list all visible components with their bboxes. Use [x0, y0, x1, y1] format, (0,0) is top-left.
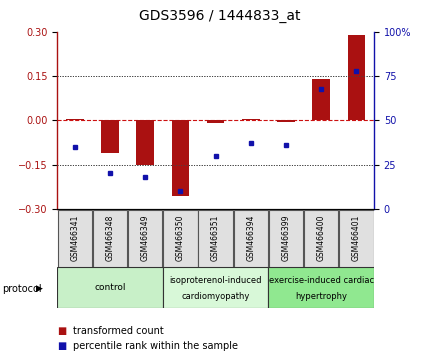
- Text: GSM466350: GSM466350: [176, 215, 185, 261]
- Text: ■: ■: [57, 326, 66, 336]
- Text: GSM466349: GSM466349: [141, 215, 150, 261]
- Bar: [242, 119, 260, 120]
- FancyBboxPatch shape: [339, 210, 374, 267]
- FancyBboxPatch shape: [304, 210, 338, 267]
- Text: cardiomyopathy: cardiomyopathy: [181, 292, 250, 301]
- FancyBboxPatch shape: [268, 267, 374, 308]
- Text: ▶: ▶: [36, 284, 43, 293]
- FancyBboxPatch shape: [93, 210, 127, 267]
- FancyBboxPatch shape: [163, 210, 198, 267]
- FancyBboxPatch shape: [198, 210, 233, 267]
- Text: GSM466351: GSM466351: [211, 215, 220, 261]
- Text: transformed count: transformed count: [73, 326, 163, 336]
- Text: GSM466348: GSM466348: [106, 215, 114, 261]
- Text: GSM466399: GSM466399: [282, 215, 290, 261]
- Bar: [207, 120, 224, 123]
- Bar: [348, 35, 365, 120]
- FancyBboxPatch shape: [163, 267, 268, 308]
- Text: percentile rank within the sample: percentile rank within the sample: [73, 341, 238, 351]
- FancyBboxPatch shape: [58, 210, 92, 267]
- FancyBboxPatch shape: [57, 267, 163, 308]
- Text: GDS3596 / 1444833_at: GDS3596 / 1444833_at: [139, 9, 301, 23]
- Text: GSM466400: GSM466400: [317, 215, 326, 261]
- Text: GSM466341: GSM466341: [70, 215, 79, 261]
- Bar: [172, 120, 189, 195]
- FancyBboxPatch shape: [269, 210, 303, 267]
- Bar: [136, 120, 154, 165]
- Text: GSM466401: GSM466401: [352, 215, 361, 261]
- Text: control: control: [94, 283, 126, 292]
- Bar: [101, 120, 119, 153]
- Text: exercise-induced cardiac: exercise-induced cardiac: [269, 276, 374, 285]
- Bar: [312, 79, 330, 120]
- Text: isoproterenol-induced: isoproterenol-induced: [169, 276, 262, 285]
- Text: ■: ■: [57, 341, 66, 351]
- Bar: [66, 119, 84, 120]
- FancyBboxPatch shape: [234, 210, 268, 267]
- Text: GSM466394: GSM466394: [246, 215, 255, 261]
- Text: hypertrophy: hypertrophy: [295, 292, 347, 301]
- Bar: [277, 120, 295, 122]
- Text: protocol: protocol: [2, 284, 42, 293]
- FancyBboxPatch shape: [128, 210, 162, 267]
